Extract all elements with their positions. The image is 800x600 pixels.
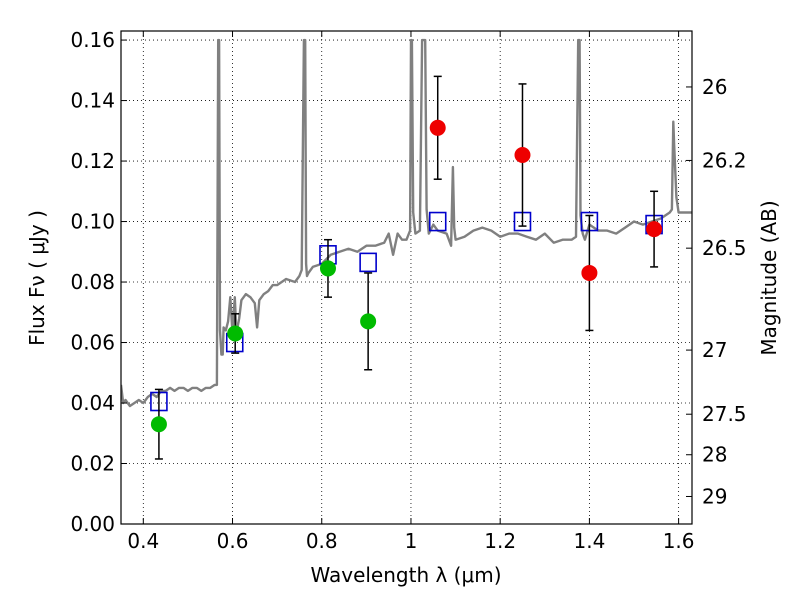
x-axis-label: Wavelength λ (μm)	[310, 563, 501, 587]
y-tick-label: 0.02	[70, 452, 115, 476]
axis-ticks: 0.4 0.6 0.8 1 1.2 1.4 1.6 0.00 0.02 0.04 0.06 0.08 0…	[70, 28, 746, 553]
y-tick-label: 0.04	[70, 391, 115, 415]
right-axis-label: Magnitude (AB)	[757, 200, 781, 355]
y-tick-label: 0.00	[70, 512, 115, 536]
data-point	[514, 147, 531, 164]
data-point	[227, 325, 244, 342]
x-tick-label: 0.8	[306, 529, 338, 553]
x-tick-label: 0.4	[127, 529, 159, 553]
right-tick-label: 28	[702, 443, 727, 467]
y-tick-label: 0.10	[70, 210, 115, 234]
spectrum-line	[121, 38, 692, 408]
right-tick-label: 26.5	[702, 236, 747, 260]
data-point	[319, 260, 336, 277]
x-tick-label: 1.4	[573, 529, 605, 553]
data-point	[581, 264, 598, 281]
y-axis-label: Flux Fν ( μJy )	[25, 210, 49, 346]
y-tick-label: 0.06	[70, 331, 115, 355]
y-tick-label: 0.08	[70, 270, 115, 294]
data-point	[150, 416, 167, 433]
x-tick-label: 1	[405, 529, 418, 553]
x-tick-label: 1.2	[484, 529, 516, 553]
right-tick-label: 26.2	[702, 148, 747, 172]
right-tick-label: 29	[702, 484, 727, 508]
data-point	[360, 313, 377, 330]
x-tick-label: 1.6	[663, 529, 695, 553]
right-tick-label: 26	[702, 75, 727, 99]
model-photometry-square	[428, 211, 447, 232]
x-tick-label: 0.6	[217, 529, 249, 553]
model-photometry-square	[359, 252, 377, 273]
data-layer	[121, 38, 692, 460]
y-tick-label: 0.14	[70, 89, 115, 113]
data-point	[429, 119, 446, 136]
plot-frame	[120, 30, 693, 525]
data-point	[646, 221, 663, 238]
plot-area	[121, 38, 692, 460]
y-tick-label: 0.12	[70, 149, 115, 173]
right-tick-label: 27	[702, 338, 727, 362]
right-tick-label: 27.5	[702, 402, 747, 426]
y-tick-label: 0.16	[70, 28, 115, 52]
